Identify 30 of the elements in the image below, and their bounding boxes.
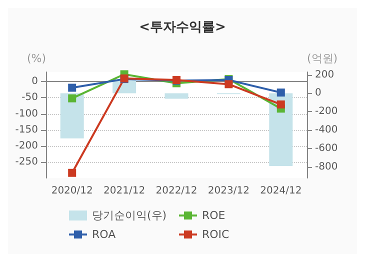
x-tick-label: 2022/12 (156, 186, 198, 196)
point (68, 168, 76, 177)
legend-label: ROE (202, 209, 226, 222)
y-tick-label: -250 (15, 156, 38, 168)
y2-tick-label: -200 (315, 106, 338, 118)
point (68, 94, 76, 102)
point (276, 88, 285, 97)
x-tick-label: 2021/12 (104, 186, 146, 196)
y-axis-title: (%) (26, 52, 46, 65)
chart-title: <투자수익률> (139, 20, 226, 35)
y-tick-label: -100 (15, 108, 38, 120)
x-tick-label: 2024/12 (260, 186, 302, 196)
y2-tick-label: -600 (315, 143, 338, 154)
y-tick-label: 0 (32, 76, 38, 88)
y-tick-label: -200 (15, 140, 38, 152)
point (68, 84, 76, 92)
point (276, 100, 285, 108)
y2-tick-label: -400 (315, 124, 338, 136)
legend-label: ROA (92, 228, 116, 241)
x-tick-label: 2023/12 (208, 186, 250, 196)
point (224, 80, 233, 88)
y2-tick-label: 200 (315, 69, 334, 80)
y2-tick-label: 0 (315, 88, 322, 99)
legend-label: ROIC (202, 228, 230, 241)
x-tick-label: 2020/12 (51, 186, 93, 196)
y2-tick-label: -800 (315, 161, 338, 172)
y-tick-label: -50 (22, 92, 38, 104)
y2-axis-title: (억원) (307, 52, 338, 65)
y-tick-label: -150 (15, 124, 38, 136)
legend-label: 당기순이익(우) (92, 209, 167, 222)
